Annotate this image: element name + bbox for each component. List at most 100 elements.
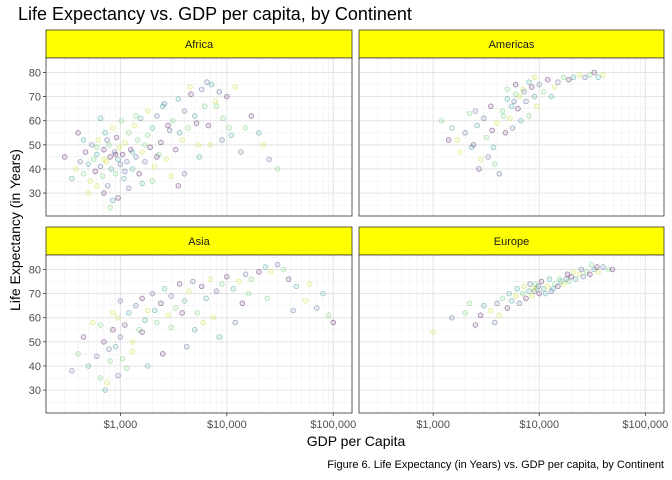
- data-point: [158, 139, 164, 146]
- data-point: [115, 195, 121, 201]
- data-point: [587, 271, 593, 278]
- data-point: [521, 283, 527, 290]
- data-point: [489, 127, 495, 134]
- data-point: [526, 79, 532, 85]
- data-point: [481, 302, 487, 309]
- figure-caption: Figure 6. Life Expectancy (in Years) vs.…: [327, 459, 664, 471]
- facet-strip-africa: [45, 29, 353, 59]
- data-point: [302, 298, 309, 304]
- data-point: [149, 178, 156, 184]
- data-point: [551, 84, 558, 90]
- data-point: [508, 103, 515, 109]
- data-point: [126, 130, 132, 136]
- data-point: [262, 264, 269, 270]
- data-point: [527, 281, 533, 287]
- data-point: [159, 351, 166, 357]
- data-point: [87, 178, 93, 184]
- data-point: [560, 281, 567, 287]
- facet-strip-label: Europe: [494, 236, 529, 248]
- data-point: [97, 163, 104, 170]
- data-point: [430, 329, 436, 335]
- data-point: [110, 197, 116, 204]
- data-point: [224, 273, 230, 280]
- data-point: [528, 293, 535, 299]
- data-point: [194, 310, 201, 316]
- data-point: [556, 276, 563, 282]
- data-point: [94, 144, 100, 151]
- data-point: [285, 276, 292, 282]
- y-tick-label: 80: [29, 264, 41, 276]
- data-point: [144, 307, 151, 314]
- panel-europe: Europe $1,000 $10,000 $100,000: [358, 226, 668, 431]
- x-tick-label: $100,000: [310, 419, 356, 431]
- data-point: [320, 290, 326, 297]
- data-point: [151, 307, 158, 314]
- data-point: [129, 339, 136, 345]
- facet-strip-label: Americas: [489, 39, 535, 51]
- data-point: [183, 343, 190, 350]
- data-point: [220, 115, 226, 122]
- data-point: [477, 156, 484, 163]
- y-tick-label: 60: [29, 313, 41, 325]
- data-point: [488, 103, 494, 109]
- panel-border: [358, 57, 665, 217]
- panel-background: [46, 58, 352, 216]
- data-point: [490, 144, 497, 151]
- panel-border: [45, 254, 353, 414]
- data-point: [176, 130, 183, 136]
- data-point: [139, 180, 145, 187]
- data-point: [203, 295, 209, 302]
- data-point: [195, 142, 202, 148]
- data-point: [245, 290, 252, 297]
- data-point: [82, 149, 89, 155]
- data-point: [268, 269, 274, 275]
- data-point: [142, 317, 148, 323]
- y-axis-title: Life Expectancy (in Years): [7, 149, 23, 311]
- data-point: [139, 329, 145, 335]
- data-point: [256, 130, 262, 136]
- data-point: [438, 117, 445, 124]
- x-axis-title: GDP per Capita: [307, 433, 406, 449]
- panel-americas: Americas: [358, 29, 665, 217]
- data-point: [198, 283, 205, 290]
- data-point: [134, 137, 141, 143]
- data-point: [106, 142, 112, 148]
- data-point: [172, 305, 179, 311]
- data-point: [115, 156, 121, 163]
- panel-africa: Africa 30 40 50 60 70 80: [29, 29, 353, 217]
- data-point: [600, 72, 606, 78]
- data-point: [136, 171, 142, 177]
- data-point: [94, 353, 100, 360]
- y-tick-label: 60: [29, 116, 41, 128]
- data-point: [535, 283, 542, 290]
- data-point: [521, 89, 527, 95]
- data-point: [179, 137, 185, 143]
- data-point: [237, 149, 244, 155]
- data-point: [168, 293, 174, 299]
- data-point: [578, 266, 585, 273]
- data-point: [496, 171, 503, 177]
- data-point: [129, 348, 136, 355]
- data-point: [149, 290, 156, 297]
- data-point: [124, 158, 130, 165]
- data-point: [520, 290, 526, 297]
- data-point: [210, 314, 217, 321]
- data-point: [165, 122, 171, 129]
- data-point: [154, 319, 160, 326]
- data-point: [193, 120, 200, 126]
- data-point: [491, 319, 498, 326]
- data-point: [144, 132, 151, 138]
- data-point: [534, 103, 540, 109]
- data-point: [457, 149, 463, 155]
- data-point: [144, 108, 151, 114]
- data-point: [274, 261, 281, 268]
- data-point: [216, 89, 223, 95]
- x-tick-label: $10,000: [207, 419, 247, 431]
- data-point: [95, 137, 102, 143]
- data-point: [449, 314, 455, 321]
- data-point: [462, 130, 468, 136]
- data-point: [179, 310, 185, 316]
- data-point: [605, 266, 612, 273]
- data-point: [110, 310, 116, 316]
